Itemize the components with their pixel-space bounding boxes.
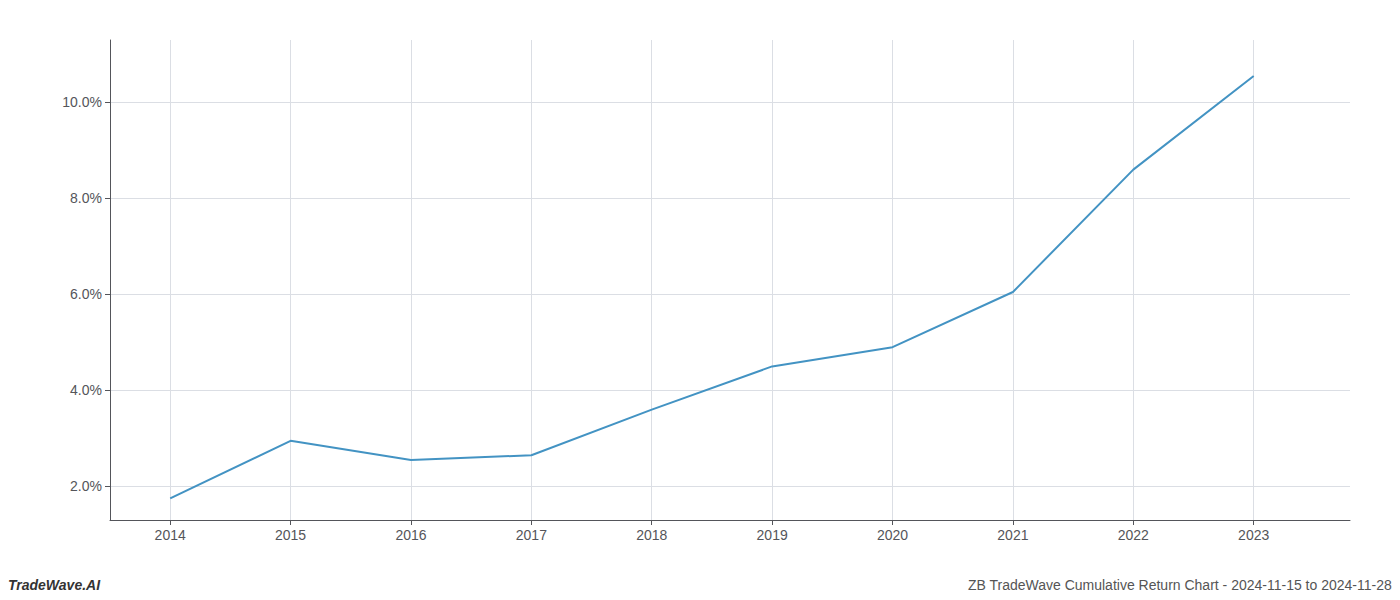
svg-text:2015: 2015: [275, 527, 306, 543]
svg-text:2.0%: 2.0%: [70, 478, 102, 494]
svg-text:TradeWave.AI: TradeWave.AI: [8, 577, 101, 593]
svg-text:2019: 2019: [757, 527, 788, 543]
svg-text:2016: 2016: [395, 527, 426, 543]
svg-text:2014: 2014: [155, 527, 186, 543]
svg-text:2018: 2018: [636, 527, 667, 543]
svg-text:2022: 2022: [1118, 527, 1149, 543]
svg-text:6.0%: 6.0%: [70, 286, 102, 302]
svg-text:2020: 2020: [877, 527, 908, 543]
svg-text:4.0%: 4.0%: [70, 382, 102, 398]
svg-text:ZB TradeWave Cumulative Return: ZB TradeWave Cumulative Return Chart - 2…: [968, 577, 1392, 593]
svg-text:2023: 2023: [1238, 527, 1269, 543]
svg-text:10.0%: 10.0%: [62, 94, 102, 110]
svg-text:8.0%: 8.0%: [70, 190, 102, 206]
svg-text:2021: 2021: [997, 527, 1028, 543]
svg-text:2017: 2017: [516, 527, 547, 543]
